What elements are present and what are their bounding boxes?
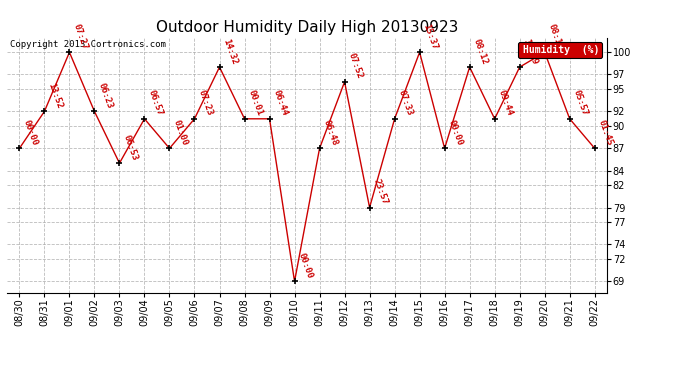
Text: 14:32: 14:32 bbox=[221, 37, 239, 66]
Legend: Humidity  (%): Humidity (%) bbox=[518, 42, 602, 58]
Text: 06:44: 06:44 bbox=[272, 89, 289, 117]
Text: 01:45: 01:45 bbox=[597, 118, 614, 147]
Text: 13:52: 13:52 bbox=[46, 82, 64, 110]
Text: Copyright 2013 Cortronics.com: Copyright 2013 Cortronics.com bbox=[10, 40, 166, 49]
Text: 08:12: 08:12 bbox=[472, 37, 489, 66]
Text: 06:23: 06:23 bbox=[97, 82, 114, 110]
Text: 00:00: 00:00 bbox=[21, 118, 39, 147]
Text: 05:57: 05:57 bbox=[572, 89, 589, 117]
Title: Outdoor Humidity Daily High 20130923: Outdoor Humidity Daily High 20130923 bbox=[156, 20, 458, 35]
Text: 23:57: 23:57 bbox=[372, 178, 389, 206]
Text: 07:52: 07:52 bbox=[346, 52, 364, 80]
Text: 07:23: 07:23 bbox=[197, 89, 214, 117]
Text: 01:00: 01:00 bbox=[172, 118, 189, 147]
Text: 07:27: 07:27 bbox=[72, 22, 89, 51]
Text: 07:33: 07:33 bbox=[397, 89, 414, 117]
Text: 00:00: 00:00 bbox=[446, 118, 464, 147]
Text: 09:44: 09:44 bbox=[497, 89, 514, 117]
Text: 06:53: 06:53 bbox=[121, 134, 139, 162]
Text: 08:12: 08:12 bbox=[546, 22, 564, 51]
Text: 06:48: 06:48 bbox=[322, 118, 339, 147]
Text: 10:59: 10:59 bbox=[522, 37, 540, 66]
Text: 00:01: 00:01 bbox=[246, 89, 264, 117]
Text: 15:37: 15:37 bbox=[422, 22, 440, 51]
Text: 00:00: 00:00 bbox=[297, 252, 314, 280]
Text: 06:57: 06:57 bbox=[146, 89, 164, 117]
